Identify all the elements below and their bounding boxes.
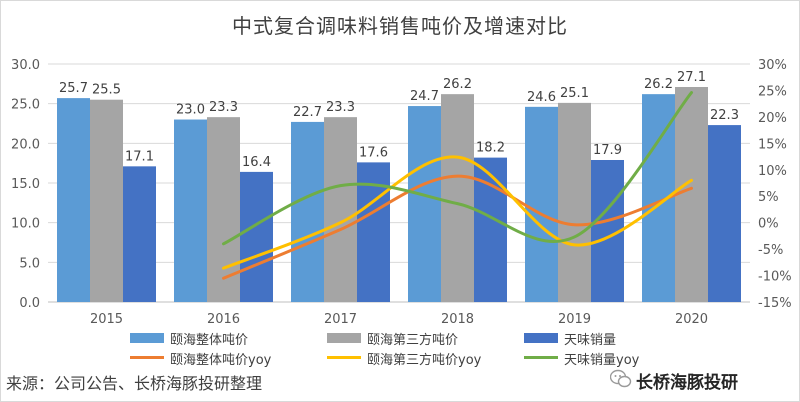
line-series-1 <box>222 155 693 270</box>
line-series-2 <box>222 91 693 246</box>
bar-2 <box>123 166 156 302</box>
left-tick-label: 20.0 <box>11 137 40 152</box>
bar-data-label-0: 26.2 <box>644 77 673 92</box>
bar-1 <box>558 102 591 302</box>
x-tick-label: 2016 <box>207 312 240 327</box>
x-tick-label: 2017 <box>324 312 357 327</box>
bar-data-label-2: 17.9 <box>593 143 622 158</box>
bar-data-label-1: 23.3 <box>209 100 238 115</box>
bar-0 <box>525 106 558 302</box>
left-tick-label: 0.0 <box>19 296 40 311</box>
left-tick-label: 15.0 <box>11 177 40 192</box>
bar-data-label-0: 24.6 <box>527 90 556 105</box>
right-tick-label: 30% <box>758 58 787 73</box>
bar-data-label-0: 23.0 <box>176 103 205 118</box>
bar-data-label-2: 17.1 <box>125 149 154 164</box>
bar-data-label-1: 25.1 <box>560 86 589 101</box>
x-tick-label: 2018 <box>441 312 474 327</box>
left-tick-label: 25.0 <box>11 98 40 113</box>
right-tick-label: 10% <box>758 164 787 179</box>
left-tick-label: 30.0 <box>11 58 40 73</box>
left-tick-label: 10.0 <box>11 217 40 232</box>
bar-data-label-1: 25.5 <box>92 83 121 98</box>
bar-data-label-2: 16.4 <box>242 155 271 170</box>
bar-data-label-1: 27.1 <box>677 70 706 85</box>
bar-1 <box>207 117 240 302</box>
bar-1 <box>324 117 357 302</box>
right-tick-label: 5% <box>758 190 779 205</box>
bar-0 <box>57 98 90 302</box>
bar-data-label-2: 22.3 <box>710 108 739 123</box>
bar-0 <box>174 119 207 303</box>
bar-data-label-0: 25.7 <box>59 81 88 96</box>
bar-data-label-0: 24.7 <box>410 89 439 104</box>
bar-data-label-1: 23.3 <box>326 100 355 115</box>
bar-data-label-0: 22.7 <box>293 105 322 120</box>
bar-data-label-2: 18.2 <box>476 141 505 156</box>
brand-name: 长桥海豚投研 <box>636 373 738 393</box>
x-tick-label: 2019 <box>558 312 591 327</box>
right-tick-label: -15% <box>758 296 792 311</box>
bar-1 <box>90 99 123 302</box>
bar-0 <box>291 121 324 302</box>
right-tick-label: -10% <box>758 270 792 285</box>
right-tick-label: 15% <box>758 137 787 152</box>
bar-2 <box>240 171 273 302</box>
right-tick-label: 20% <box>758 111 787 126</box>
x-tick-label: 2020 <box>675 312 708 327</box>
bar-1 <box>675 87 708 302</box>
bar-2 <box>708 125 741 302</box>
line-series-0 <box>222 174 693 280</box>
bar-0 <box>408 106 441 303</box>
chart-title: 中式复合调味料销售吨价及增速对比 <box>232 14 568 38</box>
bar-data-label-2: 17.6 <box>359 145 388 160</box>
source-note: 来源：公司公告、长桥海豚投研整理 <box>6 374 263 393</box>
left-tick-label: 5.0 <box>19 256 40 271</box>
x-tick-label: 2015 <box>90 312 123 327</box>
bar-data-label-1: 26.2 <box>443 77 472 92</box>
wechat-icon <box>610 369 632 388</box>
right-tick-label: -5% <box>758 243 783 258</box>
right-tick-label: 0% <box>758 217 779 232</box>
right-tick-label: 25% <box>758 84 787 99</box>
bar-1 <box>441 94 474 302</box>
